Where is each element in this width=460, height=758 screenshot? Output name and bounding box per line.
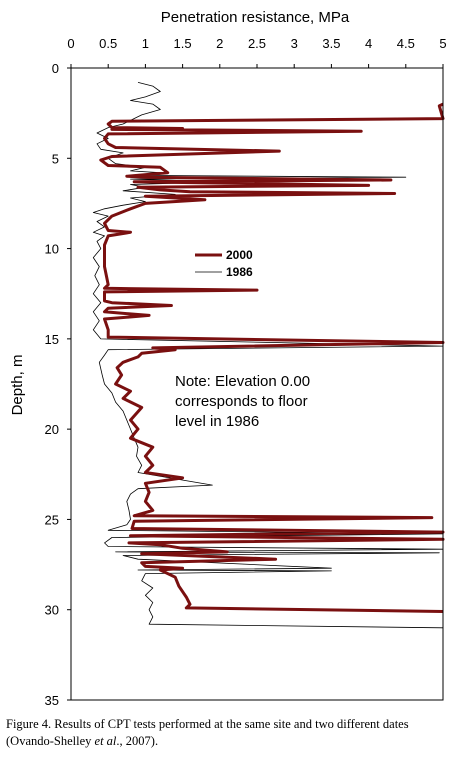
legend-label-2000: 2000 — [226, 248, 253, 262]
y-axis-title: Depth, m — [9, 355, 26, 416]
legend: 2000 1986 — [195, 248, 253, 279]
note-annotation: Note: Elevation 0.00 corresponds to floo… — [175, 373, 310, 430]
cpt-chart: Penetration resistance, MPa Depth, m 0 0.… — [9, 9, 447, 708]
note-line-1: Note: Elevation 0.00 — [175, 373, 310, 390]
y-axis-ticks: 0 5 10 15 20 25 30 35 — [45, 61, 71, 708]
series-line-2000 — [99, 102, 445, 613]
caption-text-end: ., 2007). — [116, 734, 159, 748]
y-tick-label: 20 — [45, 422, 59, 437]
x-tick-label: 1.5 — [174, 36, 192, 51]
y-tick-label: 30 — [45, 603, 59, 618]
legend-label-1986: 1986 — [226, 265, 253, 279]
x-tick-label: 2 — [216, 36, 223, 51]
series-line-1986 — [92, 82, 444, 629]
y-tick-label: 10 — [45, 242, 59, 257]
y-tick-label: 35 — [45, 693, 59, 708]
x-tick-label: 3 — [291, 36, 298, 51]
caption-italic: et al — [94, 734, 117, 748]
plot-frame — [70, 67, 444, 701]
x-tick-label: 5 — [439, 36, 446, 51]
x-tick-label: 0 — [67, 36, 74, 51]
caption-text: Figure 4. Results of CPT tests performed… — [6, 717, 409, 748]
x-tick-label: 4.5 — [397, 36, 415, 51]
y-tick-label: 15 — [45, 332, 59, 347]
note-line-3: level in 1986 — [175, 413, 259, 430]
note-line-2: corresponds to floor — [175, 393, 308, 410]
y-tick-label: 5 — [52, 151, 59, 166]
y-tick-label: 25 — [45, 512, 59, 527]
figure-caption: Figure 4. Results of CPT tests performed… — [6, 716, 456, 750]
x-tick-label: 1 — [142, 36, 149, 51]
x-tick-label: 4 — [365, 36, 372, 51]
series-layer — [92, 82, 445, 629]
x-axis-ticks: 0 0.5 1 1.5 2 2.5 3 3.5 4 4.5 5 — [67, 36, 447, 68]
x-axis-title: Penetration resistance, MPa — [161, 9, 350, 26]
x-tick-label: 2.5 — [248, 36, 266, 51]
x-tick-label: 0.5 — [99, 36, 117, 51]
y-tick-label: 0 — [52, 61, 59, 76]
x-tick-label: 3.5 — [322, 36, 340, 51]
